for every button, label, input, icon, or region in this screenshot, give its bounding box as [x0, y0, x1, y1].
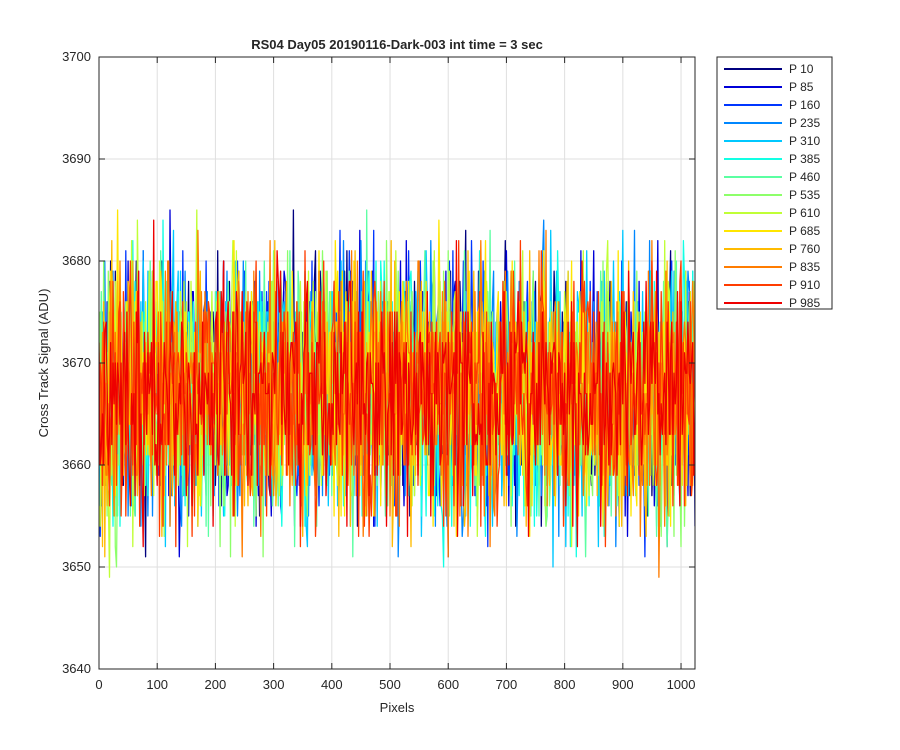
y-tick-label: 3700	[62, 49, 91, 64]
x-tick-label: 400	[321, 677, 343, 692]
legend-entry: P 85	[789, 80, 814, 94]
legend-entry: P 985	[789, 296, 820, 310]
x-tick-label: 1000	[667, 677, 696, 692]
legend-entry: P 910	[789, 278, 820, 292]
legend: P 10 P 85 P 160 P 235 P 310 P 385 P 460 P 535 P …	[716, 56, 833, 310]
x-tick-label: 900	[612, 677, 634, 692]
x-tick-label: 200	[205, 677, 227, 692]
x-tick-label: 0	[95, 677, 102, 692]
x-tick-label: 100	[146, 677, 168, 692]
legend-entry: P 235	[789, 116, 820, 130]
y-tick-label: 3650	[62, 559, 91, 574]
chart-title: RS04 Day05 20190116-Dark-003 int time = …	[251, 37, 543, 52]
x-tick-label: 700	[496, 677, 518, 692]
legend-entry: P 535	[789, 188, 820, 202]
x-tick-label: 300	[263, 677, 285, 692]
y-tick-label: 3640	[62, 661, 91, 676]
legend-entry: P 160	[789, 98, 820, 112]
y-axis: 3640 3650 3660 3670 3680 3690 3700	[62, 49, 695, 676]
x-tick-label: 800	[554, 677, 576, 692]
series-lines	[99, 209, 695, 578]
y-axis-label: Cross Track Signal (ADU)	[36, 289, 51, 438]
x-axis: 0 100 200 300 400 500 600 700 800 900 1000	[95, 57, 695, 692]
legend-entry: P 460	[789, 170, 820, 184]
series-line	[99, 219, 695, 548]
legend-entry: P 835	[789, 260, 820, 274]
x-axis-label: Pixels	[380, 700, 415, 715]
y-tick-label: 3660	[62, 457, 91, 472]
legend-entry: P 385	[789, 152, 820, 166]
legend-entry: P 760	[789, 242, 820, 256]
legend-entry: P 310	[789, 134, 820, 148]
legend-entry: P 610	[789, 206, 820, 220]
legend-entry: P 685	[789, 224, 820, 238]
x-tick-label: 600	[437, 677, 459, 692]
legend-entry: P 10	[789, 62, 814, 76]
y-tick-label: 3680	[62, 253, 91, 268]
y-tick-label: 3690	[62, 151, 91, 166]
y-tick-label: 3670	[62, 355, 91, 370]
x-tick-label: 500	[379, 677, 401, 692]
